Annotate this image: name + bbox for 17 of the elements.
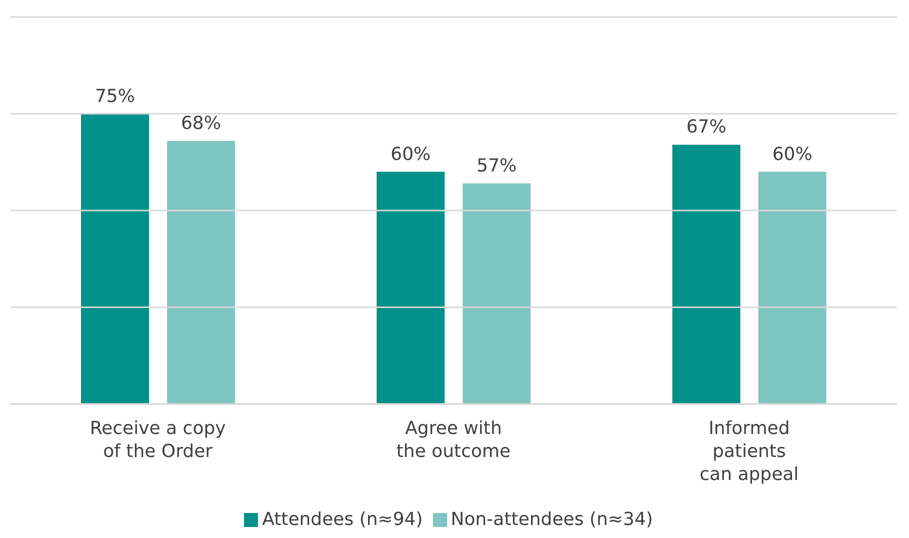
- bar: [672, 144, 740, 404]
- bar: [81, 114, 149, 404]
- x-tick-label: Receive a copy of the Order: [90, 418, 226, 462]
- data-label: 67%: [686, 116, 726, 138]
- data-label: 60%: [772, 144, 812, 165]
- x-tick-label: Agree with the outcome: [396, 418, 511, 462]
- data-label: 75%: [94, 86, 136, 107]
- legend-label: Attendees (n≈94): [262, 509, 423, 530]
- data-label: 57%: [476, 155, 517, 176]
- bar: [758, 172, 826, 404]
- legend-label: Non-attendees (n≈34): [450, 509, 653, 530]
- bar: [376, 172, 445, 404]
- bar: [462, 183, 531, 404]
- bar: [167, 140, 235, 404]
- data-label: 68%: [180, 112, 222, 134]
- data-label: 60%: [390, 144, 431, 165]
- x-tick-label: Informed patients can appeal: [700, 418, 799, 485]
